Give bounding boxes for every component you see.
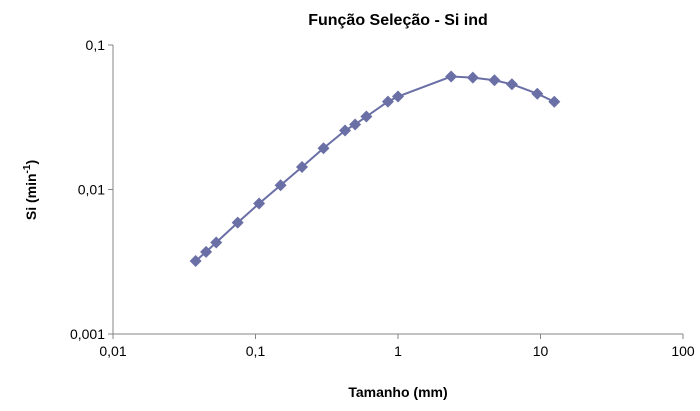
data-point-marker [189, 255, 202, 268]
x-tick-label: 0,1 [246, 343, 266, 359]
y-axis-label-superscript: -1 [22, 164, 33, 173]
x-axis-ticks: 0,01 0,1 1 10 100 [99, 334, 695, 359]
x-tick-label: 1 [394, 343, 402, 359]
data-point-marker [445, 70, 458, 83]
x-axis-label: Tamanho (mm) [348, 384, 447, 400]
x-tick-label: 0,01 [99, 343, 126, 359]
data-point-marker [210, 236, 223, 249]
y-axis-label-close: ) [23, 160, 39, 165]
chart-title: Função Seleção - Si ind [308, 12, 488, 29]
data-point-marker [349, 118, 362, 131]
data-point-marker [231, 216, 244, 229]
axes [112, 45, 683, 335]
x-tick-label: 100 [671, 343, 695, 359]
y-axis-label-main: Si (min [23, 173, 39, 220]
data-point-marker [392, 90, 404, 103]
series-line [194, 75, 555, 262]
y-tick-label: 0,01 [78, 182, 105, 198]
x-tick-label: 10 [533, 343, 549, 359]
data-point-marker [253, 197, 266, 210]
y-tick-label: 0,1 [86, 37, 106, 53]
y-tick-label: 0,001 [70, 326, 105, 342]
data-point-marker [296, 161, 309, 174]
data-point-marker [488, 74, 501, 87]
data-point-marker [274, 179, 287, 192]
data-point-marker [339, 124, 352, 137]
data-point-marker [200, 245, 213, 258]
data-point-marker [317, 142, 330, 155]
data-point-marker [381, 95, 394, 108]
data-point-marker [531, 87, 544, 100]
y-axis-label: Si (min-1) [22, 160, 39, 220]
series-line-group [194, 75, 555, 262]
data-point-marker [548, 95, 561, 108]
y-axis-ticks: 0,001 0,01 0,1 [70, 37, 113, 342]
data-point-marker [360, 110, 373, 123]
data-point-marker [505, 78, 518, 91]
series-markers-group [189, 70, 561, 268]
data-point-marker [466, 71, 479, 84]
